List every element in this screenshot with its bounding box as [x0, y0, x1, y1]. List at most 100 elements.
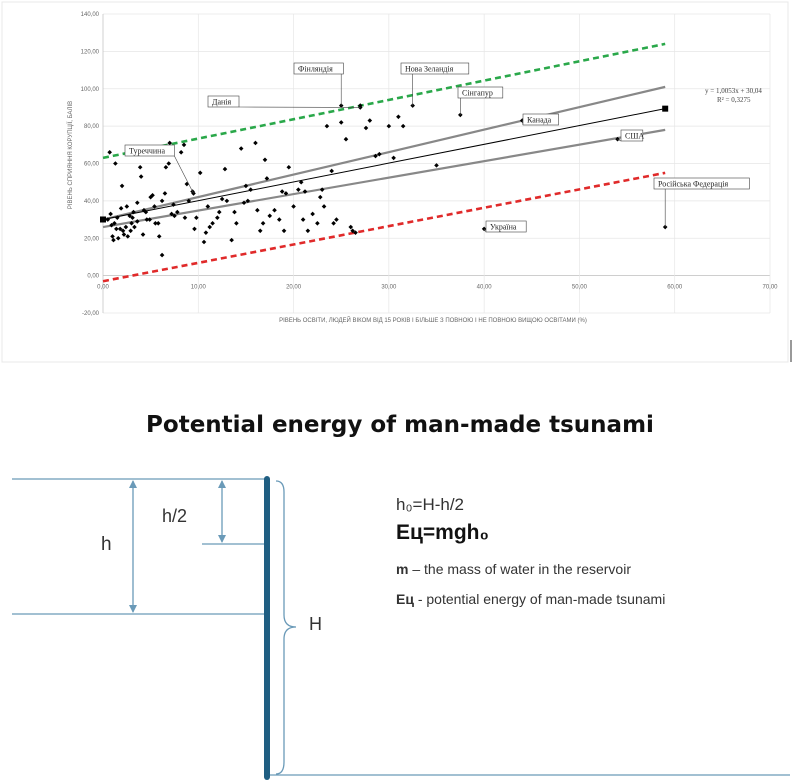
data-point [181, 142, 187, 148]
data-point [159, 198, 165, 204]
data-point [283, 191, 289, 196]
data-point [267, 213, 273, 219]
data-point [152, 204, 157, 209]
data-point [156, 234, 162, 239]
data-point [108, 211, 113, 217]
data-point [118, 206, 124, 211]
data-point [396, 114, 401, 120]
data-point [132, 224, 137, 230]
data-point [350, 228, 355, 234]
callout-label: Данія [212, 97, 232, 106]
data-point [373, 153, 378, 159]
callout-leader [617, 138, 622, 142]
data-points [105, 103, 668, 258]
grid-lines [102, 13, 771, 314]
data-point [143, 209, 149, 215]
data-point [331, 221, 336, 226]
data-point [131, 209, 136, 215]
diagram-title: Potential energy of man-made tsunami [146, 412, 654, 438]
data-point [215, 215, 220, 220]
callout-box [485, 220, 527, 233]
data-point [264, 176, 270, 181]
data-point [201, 239, 207, 245]
data-point [232, 209, 237, 215]
data-point [171, 202, 176, 207]
data-point [238, 146, 244, 151]
data-point [137, 164, 143, 170]
callout-leader [174, 155, 194, 194]
data-point [138, 174, 144, 179]
trend-equation: y = 1,0053x + 30,04 [705, 87, 762, 95]
data-point [153, 221, 158, 226]
data-point [234, 221, 239, 226]
data-point [286, 164, 292, 170]
x-tick-label: 10,00 [191, 285, 207, 291]
data-point [128, 228, 133, 234]
data-point [367, 118, 373, 123]
lower-bound-line [102, 171, 666, 283]
data-point [281, 228, 287, 234]
data-point [245, 198, 251, 204]
data-point [334, 217, 339, 222]
data-point [272, 207, 277, 213]
data-point [317, 194, 323, 200]
data-point [219, 196, 225, 202]
x-tick-label: 30,00 [381, 285, 397, 291]
upper-confidence-line [102, 85, 666, 221]
data-point [391, 155, 396, 161]
chart-svg: -20,00 0,00 20,00 40,00 60,00 80,00 100,00 120,… [1, 1, 792, 363]
x-tick-label: 20,00 [286, 285, 302, 291]
h-arrow-down-icon [129, 605, 137, 613]
trend-end-marker [662, 105, 669, 112]
data-point [167, 140, 172, 146]
labeled-data-point [338, 103, 344, 108]
data-point [119, 183, 125, 189]
data-point [262, 157, 268, 163]
data-point [169, 211, 174, 217]
h-half-arrow-down-icon [218, 535, 226, 543]
data-point [117, 226, 123, 232]
tick-labels: -20,00 0,00 20,00 40,00 60,00 80,00 100,00 120,… [81, 12, 779, 317]
data-point [348, 224, 354, 230]
data-point [135, 200, 140, 206]
h-half-arrow-up-icon [218, 480, 226, 488]
data-point [386, 123, 392, 129]
callout-box [522, 113, 559, 126]
callout-box [620, 129, 644, 142]
lower-confidence-line [102, 128, 666, 229]
callout-label: Сінгапур [462, 88, 493, 97]
data-point [276, 217, 282, 222]
data-point [127, 213, 132, 219]
callout-box [207, 95, 240, 108]
data-point [363, 125, 369, 131]
data-point [279, 189, 285, 194]
data-point [203, 230, 209, 235]
data-point [112, 221, 117, 226]
callout-label: Україна [490, 222, 517, 231]
data-point [184, 181, 190, 187]
data-point [338, 120, 344, 125]
data-point [192, 226, 197, 232]
data-point [105, 217, 111, 222]
data-point [324, 123, 330, 129]
definition-m: m – the mass of water in the reservoir [396, 559, 776, 579]
callout-label: США [625, 131, 644, 140]
x-tick-label: 70,00 [762, 285, 778, 291]
data-point [107, 149, 112, 155]
x-axis-label: РІВЕНЬ ОСВІТИ, ЛЮДЕЙ ВІКОМ ВІД 15 РОКІВ … [279, 316, 587, 324]
data-point [343, 136, 349, 142]
data-point [135, 219, 140, 224]
r-squared: R² = 0,3275 [717, 96, 751, 104]
label-H: H [309, 614, 322, 634]
data-point [229, 237, 234, 243]
data-point [310, 211, 315, 217]
data-point [124, 204, 130, 209]
trend-lines [100, 42, 669, 283]
H-brace [275, 480, 297, 775]
data-point [163, 164, 169, 170]
definition-m-text: – the mass of water in the reservoir [408, 561, 631, 577]
data-point [253, 140, 258, 146]
data-point [224, 198, 230, 204]
definition-e-symbol: Eц [396, 591, 414, 608]
formula-energy: Eц=mgh₀ [396, 521, 489, 544]
